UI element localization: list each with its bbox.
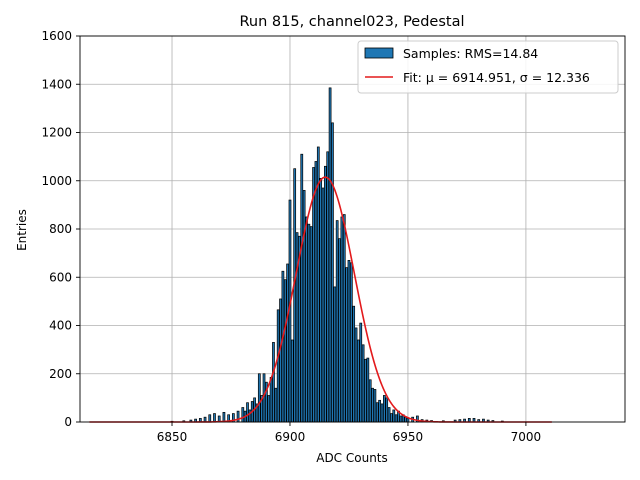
x-tick-label: 7000 — [511, 430, 542, 444]
histogram-bar — [305, 216, 308, 423]
histogram-bar — [371, 387, 374, 423]
histogram-bar — [269, 377, 273, 423]
histogram-bar — [283, 279, 287, 423]
histogram-bar — [316, 146, 320, 423]
histogram-bar — [361, 344, 365, 423]
histogram-bar — [380, 403, 384, 423]
histogram-bar — [241, 407, 245, 423]
y-axis-label: Entries — [15, 209, 29, 251]
histogram-bar — [302, 190, 306, 423]
histogram-bar — [383, 395, 386, 423]
histogram-bar — [326, 151, 330, 423]
histogram-bar — [319, 177, 323, 423]
histogram-bar — [300, 153, 304, 423]
histogram-bar — [373, 389, 377, 423]
histogram-bar — [390, 413, 393, 423]
histogram-bar — [293, 168, 297, 423]
histogram-bar — [314, 161, 318, 423]
histogram-bar — [290, 339, 294, 423]
legend-box — [357, 40, 619, 94]
y-tick-label: 1000 — [41, 174, 72, 188]
histogram-bar — [357, 339, 360, 423]
histogram-bar — [272, 342, 275, 423]
histogram-bar — [406, 418, 410, 423]
histogram-bar — [368, 379, 372, 423]
y-tick-label: 400 — [49, 319, 72, 333]
histogram-bar — [342, 214, 346, 423]
histogram-bar — [364, 358, 367, 423]
histogram-bar — [399, 415, 403, 423]
histogram-bar — [276, 309, 280, 423]
histogram-bars — [170, 87, 504, 423]
histogram-bar — [286, 263, 289, 423]
histogram-bar — [354, 327, 358, 423]
y-tick-label: 0 — [64, 415, 72, 429]
legend-item-samples: Samples: RMS=14.84 — [403, 46, 538, 61]
x-tick-label: 6950 — [393, 430, 424, 444]
histogram-bar — [345, 267, 348, 423]
histogram-bar — [352, 305, 356, 423]
chart-title: Run 815, channel023, Pedestal — [239, 14, 464, 30]
x-tick-label: 6850 — [157, 430, 188, 444]
histogram-bar — [213, 413, 216, 423]
histogram-bar — [349, 262, 353, 423]
histogram-bar — [312, 167, 315, 423]
histogram-bar — [295, 232, 299, 423]
histogram-bar — [248, 409, 252, 423]
y-tick-label: 1600 — [41, 29, 72, 43]
x-tick-label: 6900 — [275, 430, 306, 444]
y-tick-label: 800 — [49, 222, 72, 236]
histogram-bar — [309, 226, 313, 423]
histogram-bar — [208, 414, 212, 423]
histogram-bar — [324, 165, 327, 423]
histogram-bar — [222, 412, 226, 423]
histogram-bar — [378, 399, 381, 423]
histogram-bar — [331, 122, 334, 423]
histogram-bar — [335, 220, 339, 423]
histogram-bar — [267, 395, 271, 423]
y-tick-label: 600 — [49, 270, 72, 284]
histogram-bar — [347, 260, 351, 423]
histogram-bar — [257, 373, 261, 423]
y-tick-label: 1200 — [41, 126, 72, 140]
histogram-bar — [385, 397, 389, 423]
y-tick-label: 200 — [49, 367, 72, 381]
histogram-bar — [359, 322, 363, 423]
histogram-bar — [236, 410, 240, 423]
legend-item-fit: Fit: μ = 6914.951, σ = 12.336 — [403, 70, 590, 85]
histogram-bar — [392, 409, 396, 423]
histogram-bar — [404, 416, 407, 423]
histogram-bar — [394, 414, 398, 423]
legend: Samples: RMS=14.84 Fit: μ = 6914.951, σ … — [357, 40, 619, 94]
histogram-bar — [274, 387, 278, 423]
x-axis-ticks: 6850 6900 6950 7000 — [157, 422, 541, 444]
histogram-bar — [387, 407, 391, 423]
legend-bar-swatch — [364, 47, 394, 59]
histogram-bar — [375, 402, 379, 423]
y-tick-label: 1400 — [41, 77, 72, 91]
histogram-bar — [366, 357, 370, 423]
x-axis-label: ADC Counts — [316, 451, 388, 465]
histogram-bar — [307, 223, 311, 423]
histogram-bar — [279, 298, 282, 423]
histogram-bar — [340, 216, 344, 423]
histogram-bar — [328, 87, 332, 423]
y-axis-ticks: 0 200 400 600 800 1000 1200 1400 1600 — [41, 29, 80, 429]
histogram-bar — [281, 270, 285, 423]
histogram-bar — [321, 187, 325, 423]
histogram-bar — [333, 286, 337, 423]
histogram-bar — [246, 402, 249, 423]
histogram-bar — [338, 238, 341, 423]
